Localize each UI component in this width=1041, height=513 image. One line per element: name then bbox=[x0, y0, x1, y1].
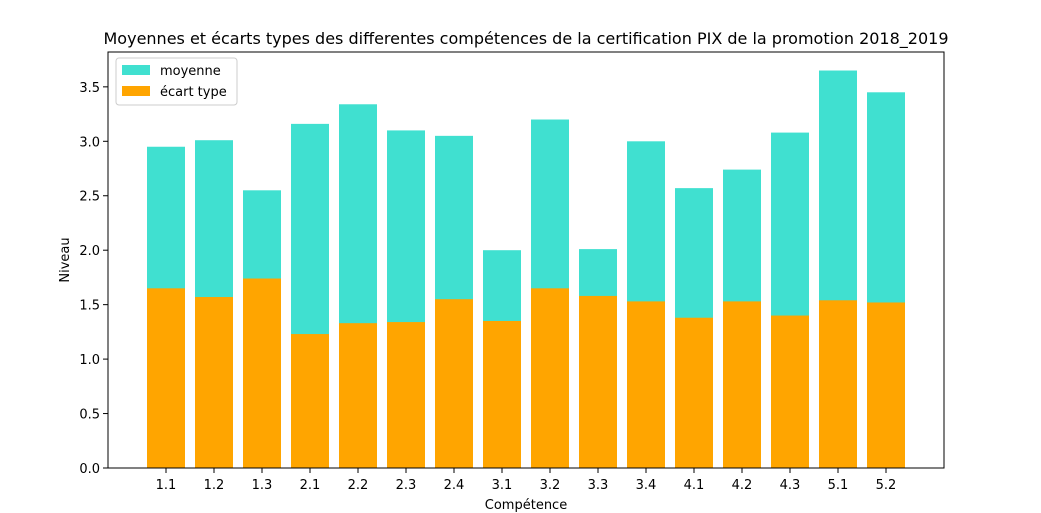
bars bbox=[147, 70, 905, 469]
bar-ecart-type-2-1 bbox=[291, 334, 329, 468]
legend-label-moyenne: moyenne bbox=[160, 64, 221, 79]
bar-ecart-type-5-1 bbox=[819, 300, 857, 468]
plot-frame bbox=[107, 51, 945, 469]
x-tick-label: 3.3 bbox=[588, 478, 609, 493]
x-tick-label: 1.2 bbox=[204, 478, 225, 493]
y-tick-label: 1.0 bbox=[79, 353, 100, 368]
bar-ecart-type-4-3 bbox=[771, 315, 809, 468]
y-tick-label: 1.5 bbox=[79, 299, 100, 314]
bar-ecart-type-1-3 bbox=[243, 278, 281, 468]
bar-ecart-type-2-2 bbox=[339, 323, 377, 468]
x-tick-label: 5.1 bbox=[828, 478, 849, 493]
x-tick-label: 1.1 bbox=[156, 478, 177, 493]
x-tick-label: 5.2 bbox=[876, 478, 897, 493]
y-tick-label: 0.5 bbox=[79, 408, 100, 423]
legend-swatch-moyenne bbox=[122, 65, 150, 75]
bar-ecart-type-3-3 bbox=[579, 295, 617, 468]
legend: moyenne écart type bbox=[115, 57, 238, 106]
x-axis-label: Compétence bbox=[485, 498, 567, 513]
bar-ecart-type-5-2 bbox=[867, 302, 905, 468]
x-tick-label: 4.3 bbox=[780, 478, 801, 493]
x-tick-label: 2.3 bbox=[396, 478, 417, 493]
bar-ecart-type-3-2 bbox=[531, 288, 569, 468]
legend-label-ecart-type: écart type bbox=[160, 85, 227, 100]
y-tick-label: 2.5 bbox=[79, 190, 100, 205]
y-tick-label: 0.0 bbox=[79, 462, 100, 477]
y-tick-label: 2.0 bbox=[79, 244, 100, 259]
legend-swatch-ecart-type bbox=[122, 86, 150, 96]
bar-ecart-type-4-2 bbox=[723, 301, 761, 468]
bar-ecart-type-2-4 bbox=[435, 299, 473, 468]
y-axis-label: Niveau bbox=[58, 237, 73, 282]
x-tick-label: 4.2 bbox=[732, 478, 753, 493]
bar-ecart-type-4-1 bbox=[675, 317, 713, 468]
chart-title: Moyennes et écarts types des differentes… bbox=[104, 29, 949, 49]
y-tick-label: 3.5 bbox=[79, 81, 100, 96]
x-tick-label: 2.4 bbox=[444, 478, 465, 493]
x-tick-label: 3.2 bbox=[540, 478, 561, 493]
bar-ecart-type-3-1 bbox=[483, 320, 521, 468]
x-tick-label: 2.1 bbox=[300, 478, 321, 493]
x-axis: 1.1 1.2 1.3 2.1 2.2 2.3 2.4 3.1 3.2 3.3 3.4 4.1 4.2 4… bbox=[156, 468, 897, 493]
y-tick-label: 3.0 bbox=[79, 135, 100, 150]
bar-ecart-type-1-1 bbox=[147, 288, 185, 468]
x-tick-label: 4.1 bbox=[684, 478, 705, 493]
x-tick-label: 2.2 bbox=[348, 478, 369, 493]
y-axis: 0.0 0.5 1.0 1.5 2.0 2.5 3.0 3.5 bbox=[79, 81, 108, 477]
bar-ecart-type-2-3 bbox=[387, 322, 425, 468]
bar-ecart-type-3-4 bbox=[627, 301, 665, 468]
bar-ecart-type-1-2 bbox=[195, 297, 233, 468]
x-tick-label: 3.4 bbox=[636, 478, 657, 493]
x-tick-label: 3.1 bbox=[492, 478, 513, 493]
x-tick-label: 1.3 bbox=[252, 478, 273, 493]
